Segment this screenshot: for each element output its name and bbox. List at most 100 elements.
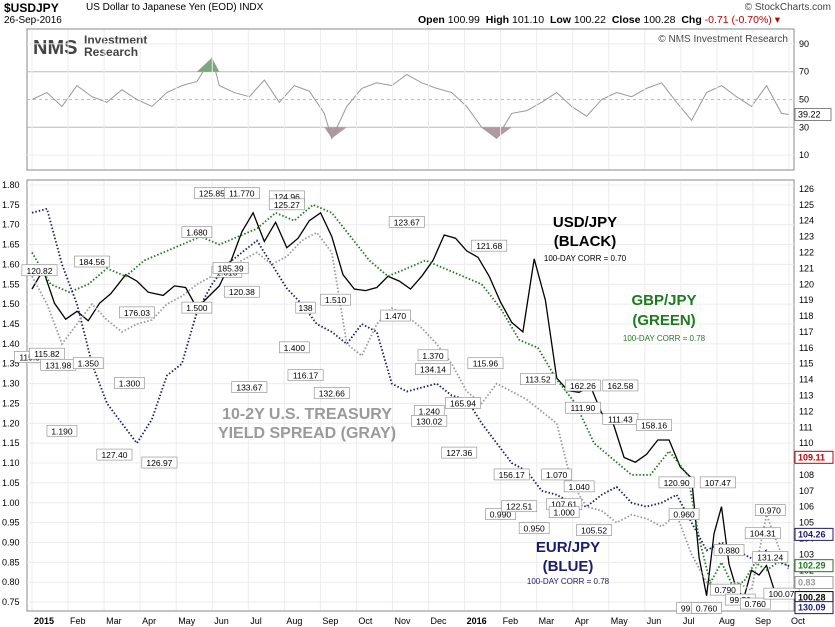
rsi-series: 39.22	[31, 56, 832, 140]
point-label-box	[441, 446, 478, 459]
point-label-box	[518, 522, 550, 534]
left-tick-label: 0.95	[2, 518, 20, 528]
left-tick-label: 0.90	[2, 537, 20, 547]
point-label-box	[181, 226, 213, 238]
left-tick-label: 1.20	[2, 418, 20, 428]
point-label: 185.39	[218, 263, 244, 273]
point-label: 125.27	[274, 200, 300, 210]
point-label: 115.96	[473, 359, 499, 369]
point-label: 0.790	[715, 585, 737, 595]
left-tick-label: 1.60	[2, 259, 20, 269]
point-label: 107.61	[551, 500, 577, 510]
point-label: 115.82	[34, 349, 60, 359]
point-label-box	[388, 216, 425, 228]
point-label: 133.67	[236, 383, 262, 393]
point-label: 138	[298, 303, 312, 313]
point-label: 123.67	[394, 217, 420, 227]
close-label: Close	[611, 14, 641, 26]
rsi-panel: NMS Investment Research © NMS Investment…	[26, 28, 832, 171]
point-label: 1.470	[385, 311, 407, 321]
right-tick-label: 126	[799, 184, 814, 194]
x-tick-label: Mar	[539, 616, 555, 626]
point-label: 1.510	[325, 295, 347, 305]
point-label: 0.970	[760, 506, 782, 516]
point-label-box	[602, 413, 639, 425]
x-tick-label: Jul	[683, 616, 695, 626]
point-label: 158.16	[641, 421, 667, 431]
series-layer	[31, 203, 790, 599]
value-tag-label: 102.29	[798, 561, 826, 571]
x-tick-label: Aug	[719, 616, 735, 626]
usdjpy-title-1: USD/JPY	[553, 214, 617, 231]
point-label: 120.90	[664, 478, 690, 488]
symbol: $USDJPY	[4, 1, 59, 15]
right-tick-label: 115	[799, 359, 813, 369]
value-tag	[794, 527, 834, 541]
logo-nms: NMS	[33, 37, 77, 59]
eurjpy-title-1: EUR/JPY	[536, 539, 600, 556]
point-label-box	[295, 301, 316, 314]
left-tick-label: 1.55	[2, 279, 20, 289]
point-label: 122.51	[506, 502, 532, 512]
open-value: 100.99	[447, 14, 480, 26]
annotation-spread: 10-2Y U.S. TREASURY YIELD SPREAD (GRAY)	[218, 406, 396, 442]
nms-logo: NMS Investment Research	[33, 33, 147, 59]
value-tag-label: 100.28	[798, 593, 826, 603]
right-tick-label: 113	[799, 391, 813, 401]
point-label: 0.760	[696, 603, 718, 613]
point-label: 0.950	[524, 524, 546, 534]
value-tag-label: 104.26	[798, 529, 826, 539]
point-label: 1.680	[186, 228, 208, 238]
right-tick-label: 120	[799, 279, 814, 289]
spread-title-1: 10-2Y U.S. TREASURY	[222, 406, 392, 423]
value-tag-label: 130.09	[798, 603, 826, 613]
point-label-box	[752, 551, 789, 563]
point-label-box	[467, 357, 504, 370]
high-label: High	[485, 14, 510, 26]
series-line	[31, 203, 790, 588]
point-label-box	[576, 524, 613, 536]
right-tick-label: 112	[799, 406, 813, 416]
point-label: 120.38	[229, 287, 255, 297]
high-value: 101.10	[511, 14, 545, 26]
point-label-box	[541, 468, 572, 481]
right-tick-label: 105	[799, 518, 814, 528]
point-label: 131.98	[45, 360, 71, 370]
low-label: Low	[549, 14, 571, 26]
point-label-box	[564, 379, 601, 392]
left-tick-label: 1.30	[2, 379, 20, 389]
main-panel-frame	[26, 179, 795, 612]
point-labels: 115.56120.82131.98115.821.1901.350184.56…	[14, 187, 800, 614]
point-label-box	[231, 381, 268, 393]
rsi-tick-label: 30	[799, 122, 809, 132]
point-label: 124.96	[274, 192, 300, 202]
x-tick-label: Feb	[503, 616, 519, 626]
point-label-box	[279, 341, 310, 354]
point-label-box	[119, 306, 155, 319]
point-label: 111.90	[571, 403, 596, 413]
x-tick-label: Apr	[575, 616, 589, 626]
point-label: 1.000	[554, 508, 576, 518]
x-tick-label: 2016	[467, 616, 487, 626]
rsi-axis: 90 70 50 30 10	[27, 39, 809, 160]
point-label: 0.760	[745, 599, 767, 609]
point-label: 1.350	[78, 359, 100, 369]
value-tag	[794, 601, 834, 615]
ohlc-readout: Open 100.99 High 101.10 Low 100.22 Close…	[418, 14, 780, 26]
right-tick-label: 117	[799, 327, 813, 337]
symbol-description: US Dollar to Japanese Yen (EOD) INDX	[86, 2, 264, 13]
left-tick-label: 1.40	[2, 339, 20, 349]
point-label-box	[380, 309, 411, 322]
value-tag	[794, 576, 834, 590]
chg-value: -0.71 (-0.70%)	[704, 14, 772, 26]
annotation-usdjpy: USD/JPY (BLACK) 100-DAY CORR = 0.70	[544, 214, 627, 263]
point-label: 134.14	[420, 365, 446, 375]
left-tick-label: 1.45	[2, 319, 20, 329]
point-label-box	[691, 602, 722, 614]
point-label: 132.66	[319, 389, 345, 399]
usdjpy-title-2: (BLACK)	[554, 233, 616, 250]
point-label: 105.52	[581, 526, 607, 536]
gbpjpy-title-1: GBP/JPY	[631, 292, 696, 309]
point-label-box	[739, 597, 771, 610]
